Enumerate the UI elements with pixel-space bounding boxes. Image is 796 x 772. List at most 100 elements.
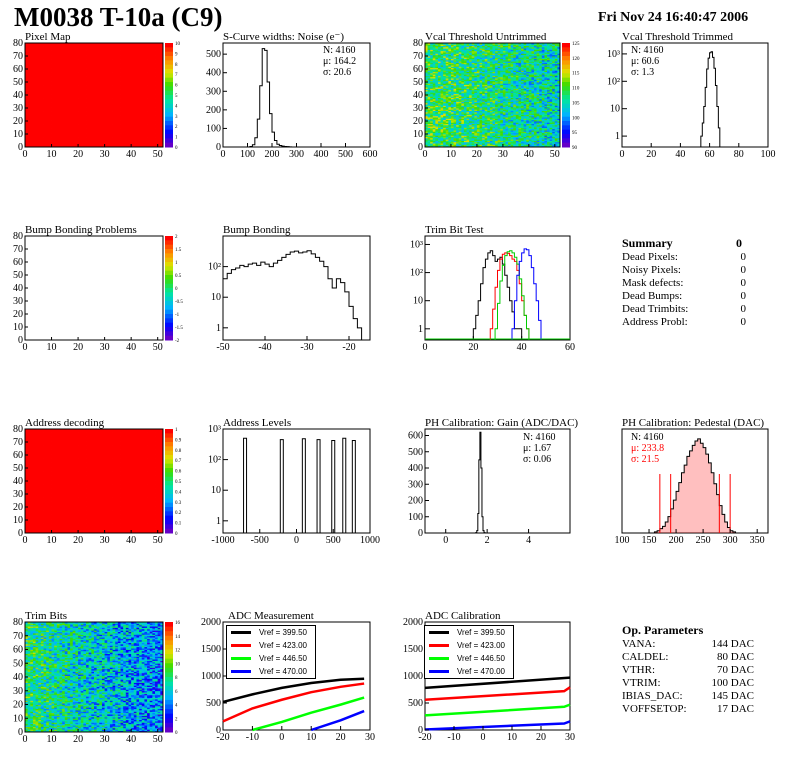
heatmap-cell xyxy=(51,119,55,122)
heatmap-cell xyxy=(152,52,156,54)
heatmap-cell xyxy=(51,114,55,117)
heatmap-cell xyxy=(51,80,55,83)
heatmap-cell xyxy=(35,516,39,518)
heatmap-cell xyxy=(32,475,37,478)
heatmap-cell xyxy=(46,501,50,504)
heatmap-cell xyxy=(38,98,42,101)
heatmap-cell xyxy=(56,53,60,56)
heatmap-cell xyxy=(160,101,164,104)
heatmap-cell xyxy=(120,79,124,82)
heatmap-cell xyxy=(59,49,63,52)
heatmap-cell xyxy=(25,504,29,507)
heatmap-cell xyxy=(35,465,39,468)
heatmap-cell xyxy=(46,89,50,92)
heatmap-cell xyxy=(141,98,145,101)
heatmap-cell xyxy=(32,106,37,109)
heatmap-cell xyxy=(70,88,74,91)
heatmap-cell xyxy=(125,46,129,49)
heatmap-cell xyxy=(56,102,60,105)
heatmap-cell xyxy=(62,105,66,108)
heatmap-cell xyxy=(35,110,39,113)
heatmap-cell xyxy=(117,83,121,85)
heatmap-cell xyxy=(32,110,37,113)
heatmap-cell xyxy=(25,431,29,434)
heatmap-cell xyxy=(152,75,156,78)
heatmap-cell xyxy=(38,429,42,431)
heatmap-cell xyxy=(56,110,60,113)
heatmap-cell xyxy=(112,139,116,141)
heatmap-cell xyxy=(67,72,71,75)
heatmap-cell xyxy=(62,96,66,98)
heatmap-cell xyxy=(72,53,76,56)
heatmap-cell xyxy=(115,65,119,67)
heatmap-cell xyxy=(25,69,29,71)
heatmap-cell xyxy=(133,110,137,113)
heatmap-cell xyxy=(117,124,121,127)
heatmap-cell xyxy=(112,97,116,100)
heatmap-cell xyxy=(40,58,44,61)
heatmap-cell xyxy=(139,139,143,141)
heatmap-cell xyxy=(149,109,153,111)
heatmap-cell xyxy=(99,143,103,145)
heatmap-cell xyxy=(83,118,87,121)
heatmap-cell xyxy=(72,106,76,109)
heatmap-cell xyxy=(136,70,140,72)
heatmap-cell xyxy=(32,504,37,507)
heatmap-cell xyxy=(38,522,42,525)
heatmap-cell xyxy=(25,487,29,490)
heatmap-cell xyxy=(147,69,151,71)
heatmap-cell xyxy=(131,83,135,85)
heatmap-cell xyxy=(147,109,151,111)
heatmap-cell xyxy=(62,83,66,85)
heatmap-cell xyxy=(72,127,76,130)
heatmap-cell xyxy=(157,136,161,139)
heatmap-cell xyxy=(54,110,58,113)
heatmap-cell xyxy=(30,499,34,501)
heatmap-cell xyxy=(78,72,82,75)
heatmap-cell xyxy=(43,505,47,508)
heatmap-cell xyxy=(136,54,140,57)
heatmap-cell xyxy=(125,43,129,45)
heatmap-cell xyxy=(91,115,95,118)
heatmap-cell xyxy=(123,48,127,50)
heatmap-cell xyxy=(133,141,137,144)
heatmap-cell xyxy=(43,455,47,457)
heatmap-cell xyxy=(144,57,148,59)
heatmap-cell xyxy=(88,137,92,140)
heatmap-cell xyxy=(80,108,84,110)
heatmap-cell xyxy=(80,105,84,108)
heatmap-cell xyxy=(78,139,82,141)
heatmap-cell xyxy=(88,80,92,83)
heatmap-cell xyxy=(51,102,55,105)
heatmap-cell xyxy=(128,72,132,75)
heatmap-cell xyxy=(104,46,108,49)
heatmap-cell xyxy=(40,497,44,500)
heatmap-cell xyxy=(80,121,84,123)
heatmap-cell xyxy=(144,97,148,100)
pixel_map-colorbar-label: 0 xyxy=(175,146,178,151)
heatmap-cell xyxy=(32,56,37,58)
heatmap-cell xyxy=(25,134,29,136)
heatmap-cell xyxy=(88,57,92,59)
heatmap-cell xyxy=(91,78,95,80)
heatmap-cell xyxy=(75,59,79,62)
heatmap-cell xyxy=(59,113,63,115)
heatmap-cell xyxy=(109,106,113,109)
heatmap-cell xyxy=(141,97,145,100)
heatmap-cell xyxy=(99,111,103,114)
heatmap-cell xyxy=(131,108,135,110)
heatmap-cell xyxy=(48,478,52,481)
heatmap-cell xyxy=(83,89,87,92)
heatmap-cell xyxy=(104,126,108,128)
heatmap-cell xyxy=(155,98,159,101)
heatmap-cell xyxy=(67,101,71,104)
heatmap-cell xyxy=(35,517,39,520)
heatmap-cell xyxy=(35,136,39,139)
heatmap-cell xyxy=(133,97,137,100)
heatmap-cell xyxy=(32,87,37,89)
heatmap-cell xyxy=(35,462,39,465)
heatmap-cell xyxy=(104,48,108,50)
heatmap-cell xyxy=(144,134,148,136)
heatmap-cell xyxy=(78,110,82,113)
heatmap-cell xyxy=(107,118,111,121)
